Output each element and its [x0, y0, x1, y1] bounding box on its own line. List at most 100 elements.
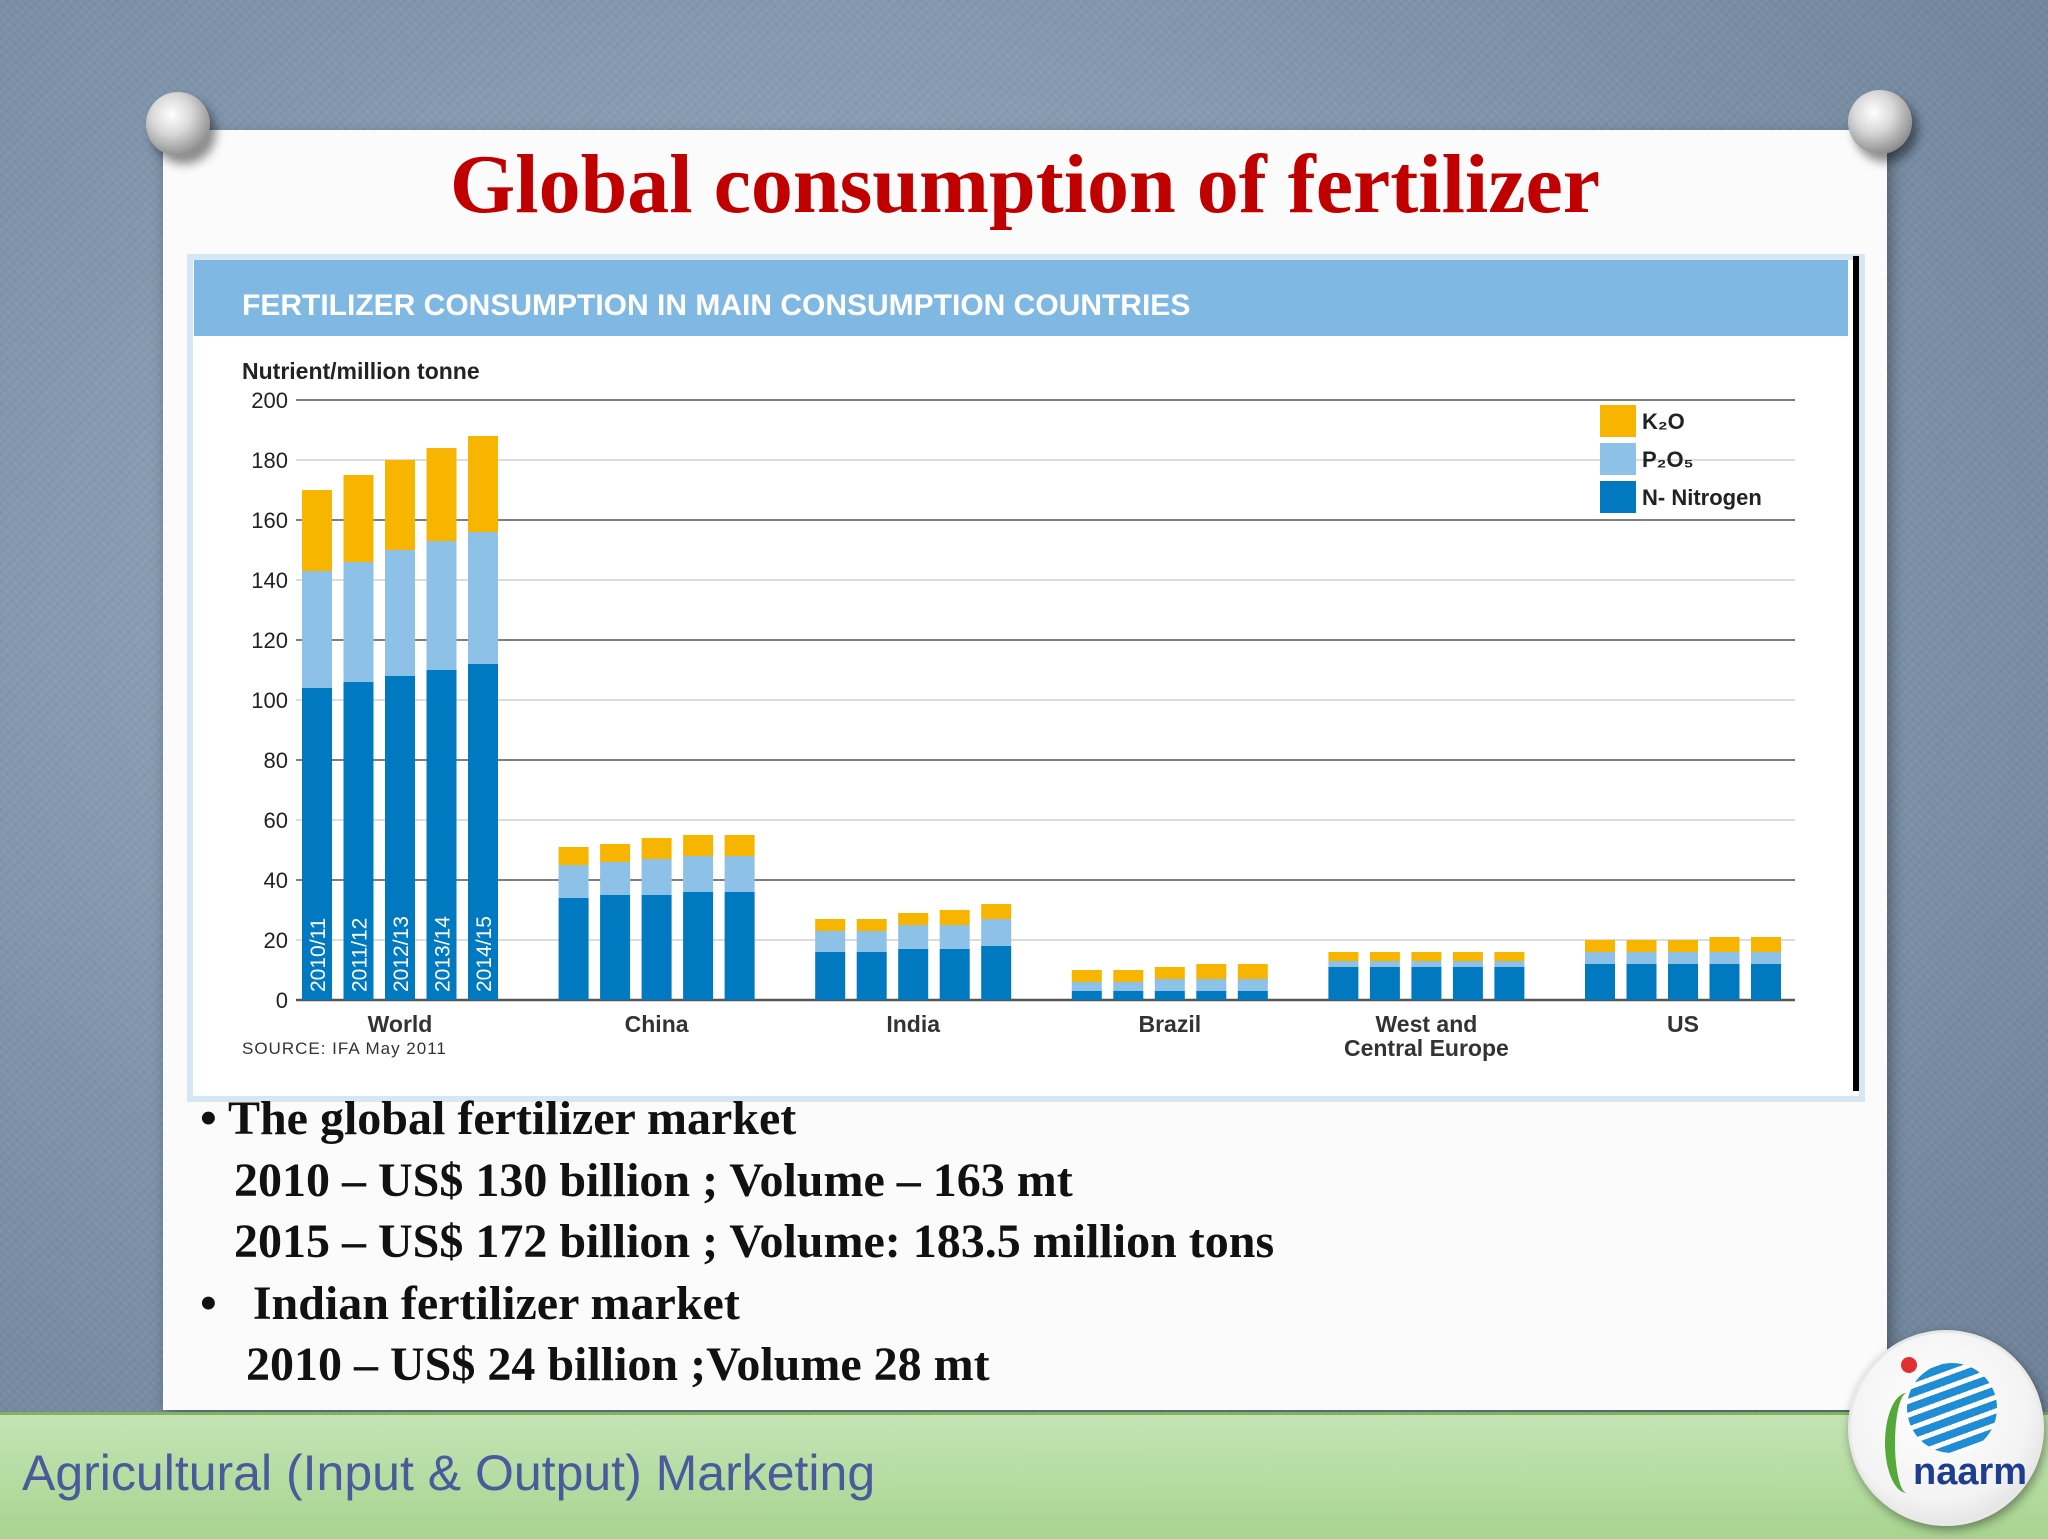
bar-segment	[1154, 979, 1185, 991]
bar-segment	[724, 835, 755, 856]
bar-segment	[1452, 961, 1483, 967]
y-tick-label: 20	[264, 928, 288, 953]
legend: K₂O P₂O₅ N- Nitrogen	[1600, 405, 1762, 513]
group-label: India	[886, 1011, 940, 1037]
bar-segment	[724, 892, 755, 1000]
bar-segment	[898, 949, 929, 1000]
bar-segment	[1709, 952, 1740, 964]
bar-segment	[600, 844, 631, 862]
bar-segment	[426, 448, 457, 541]
y-tick-label: 200	[251, 388, 288, 413]
bar-segment	[1494, 961, 1525, 967]
bar-segment	[641, 838, 672, 859]
pushpin-right-icon	[1848, 90, 1912, 154]
y-tick-label: 100	[251, 688, 288, 713]
bar-segment	[302, 571, 332, 688]
bar-segment	[939, 949, 970, 1000]
group-label: China	[625, 1011, 689, 1037]
bar-segment	[1452, 967, 1483, 1000]
bar-segment	[1071, 991, 1102, 1000]
bar-segment	[1452, 952, 1483, 961]
bullet-text: 2010 – US$ 24 billion ;Volume 28 mt	[246, 1338, 990, 1391]
bar-stacks	[302, 436, 1781, 1000]
chart-frame-edge	[1853, 256, 1859, 1091]
bar-segment	[1328, 967, 1359, 1000]
bar-segment	[1411, 952, 1442, 961]
bar-segment	[385, 550, 415, 676]
bar-segment	[468, 532, 498, 664]
chart-source: SOURCE: IFA May 2011	[242, 1039, 447, 1058]
chart-title: FERTILIZER CONSUMPTION IN MAIN CONSUMPTI…	[242, 289, 1190, 322]
footer-text: Agricultural (Input & Output) Marketing	[22, 1445, 876, 1501]
bar-segment	[815, 952, 846, 1000]
bar-segment	[468, 436, 498, 532]
bar-segment	[1237, 964, 1268, 979]
bar-segment	[815, 919, 846, 931]
bar-segment	[1328, 961, 1359, 967]
bar-segment	[981, 919, 1012, 946]
bar-segment	[1668, 964, 1698, 1000]
bar-segment	[856, 919, 887, 931]
bar-segment	[1328, 952, 1359, 961]
bar-segment	[558, 847, 589, 865]
logo-dot-icon	[1901, 1357, 1917, 1373]
bar-segment	[600, 895, 631, 1000]
bullet-list: • The global fertilizer market 2010 – US…	[200, 1088, 1860, 1396]
period-labels: 2010/11 2011/12 2012/13 2013/14 2014/15	[307, 916, 496, 992]
bar-segment	[1196, 964, 1227, 979]
bar-segment	[1585, 964, 1615, 1000]
pushpin-left-icon	[146, 92, 210, 156]
y-tick-label: 80	[264, 748, 288, 773]
bar-segment	[1113, 982, 1144, 991]
bar-segment	[1668, 940, 1698, 952]
bar-segment	[1071, 970, 1102, 982]
y-tick-label: 140	[251, 568, 288, 593]
gridlines: 0 20 40 60 80 100 120 140 160 180 200	[251, 388, 1795, 1013]
bar-segment	[426, 670, 457, 1000]
legend-label: N- Nitrogen	[1642, 485, 1762, 510]
bar-segment	[1154, 967, 1185, 979]
bullet-row: 2015 – US$ 172 billion ; Volume: 183.5 m…	[200, 1211, 1860, 1273]
bullet-row: 2010 – US$ 24 billion ;Volume 28 mt	[200, 1334, 1860, 1396]
bullet-row: • Indian fertilizer market	[200, 1273, 1860, 1335]
legend-label: K₂O	[1642, 409, 1685, 434]
period-label: 2011/12	[349, 918, 372, 992]
bar-segment	[683, 835, 714, 856]
bar-segment	[1709, 937, 1740, 952]
bar-segment	[1494, 952, 1525, 961]
bar-segment	[683, 856, 714, 892]
bar-segment	[558, 898, 589, 1000]
bar-segment	[1626, 952, 1657, 964]
bullet-marker: •	[200, 1276, 217, 1330]
bar-segment	[1237, 979, 1268, 991]
bar-segment	[1196, 979, 1227, 991]
logo-text: naarm	[1913, 1451, 2028, 1493]
bar-segment	[1154, 991, 1185, 1000]
bullet-text: 2010 – US$ 130 billion ; Volume – 163 mt	[234, 1153, 1073, 1207]
y-tick-label: 40	[264, 868, 288, 893]
bullet-text: Indian fertilizer market	[216, 1276, 740, 1330]
bar-segment	[856, 931, 887, 952]
y-tick-label: 160	[251, 508, 288, 533]
group-label: Central Europe	[1344, 1035, 1509, 1061]
bar-segment	[641, 859, 672, 895]
bar-segment	[385, 460, 415, 550]
chart-header-band	[194, 260, 1848, 336]
bar-segment	[683, 892, 714, 1000]
bar-segment	[302, 688, 332, 1000]
slide-title: Global consumption of fertilizer	[449, 138, 1601, 231]
legend-swatch	[1600, 405, 1636, 437]
bullet-text: The global fertilizer market	[216, 1092, 797, 1145]
bar-segment	[1626, 940, 1657, 952]
bar-segment	[600, 862, 631, 895]
legend-swatch	[1600, 481, 1636, 513]
y-tick-label: 180	[251, 448, 288, 473]
group-label: US	[1667, 1011, 1699, 1037]
bar-segment	[1113, 970, 1144, 982]
bar-segment	[343, 682, 374, 1000]
leaf-icon	[1885, 1393, 1929, 1493]
bar-segment	[343, 475, 374, 562]
bullet-row: • The global fertilizer market	[200, 1088, 1860, 1150]
y-tick-label: 120	[251, 628, 288, 653]
bar-segment	[815, 931, 846, 952]
